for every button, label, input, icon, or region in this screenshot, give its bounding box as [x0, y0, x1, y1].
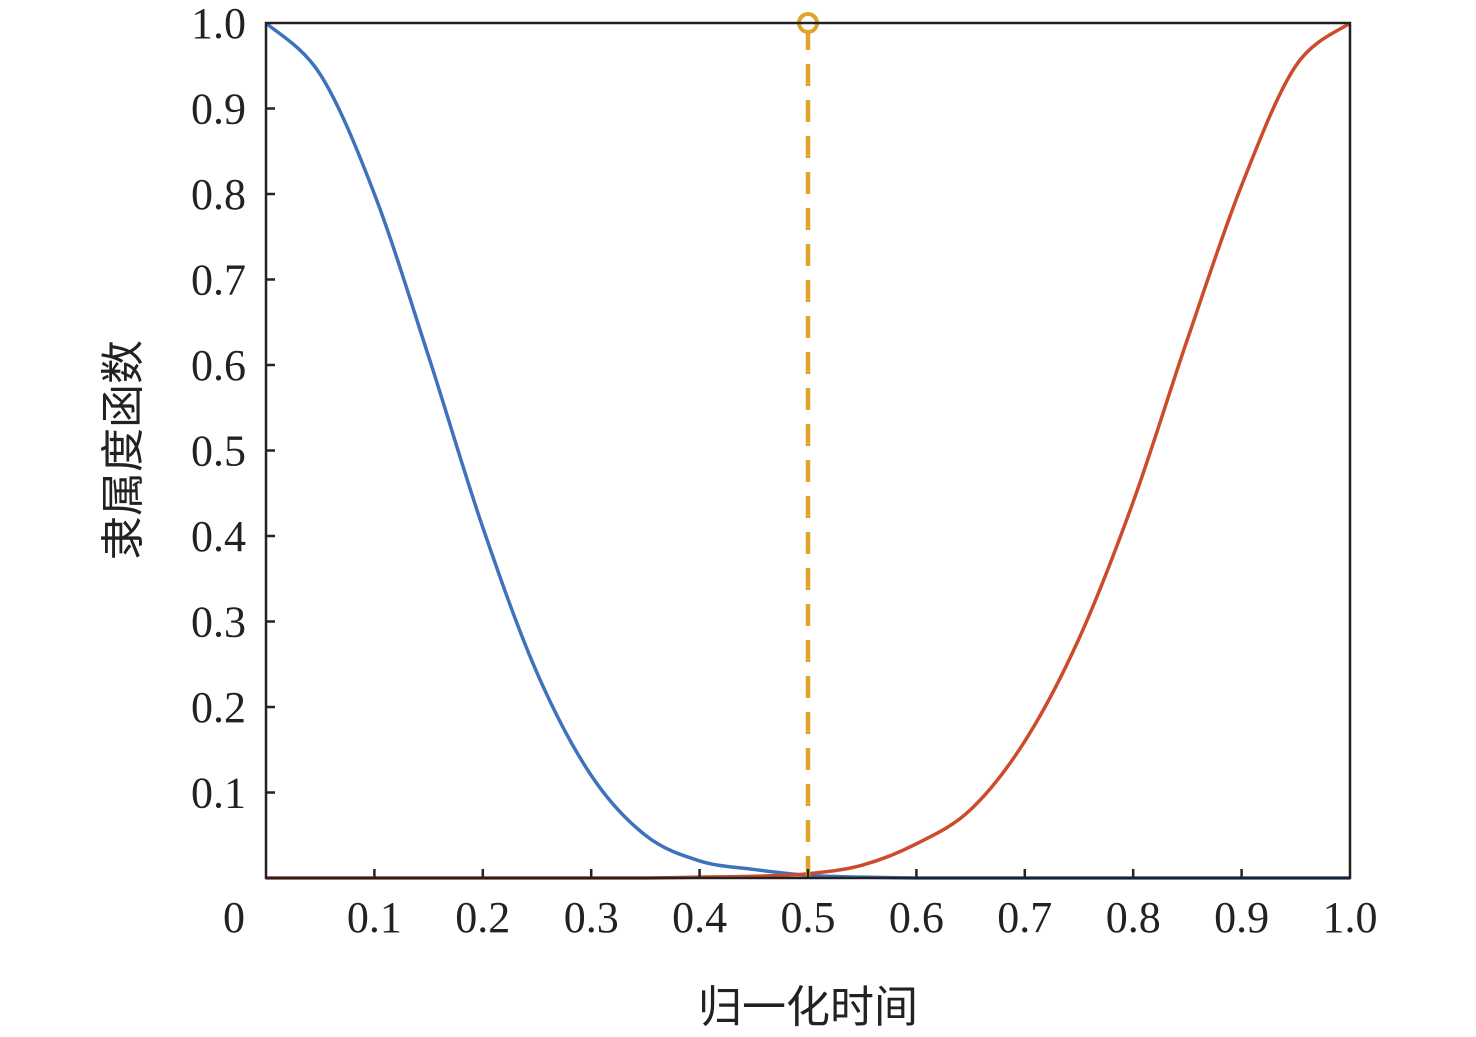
x-tick-label: 0: [223, 893, 245, 942]
marker-layer: [797, 12, 819, 878]
y-tick-label: 1.0: [191, 0, 246, 48]
y-tick-label: 0.5: [191, 427, 246, 476]
y-axis-ticks: 0.1 0.2 0.3 0.4 0.5 0.6 0.7 0.8 0.9 1.0: [191, 0, 275, 818]
x-tick-label: 0.8: [1106, 893, 1161, 942]
x-tick-label: 0.1: [347, 893, 402, 942]
x-axis-ticks: 0 0.1 0.2 0.3 0.4 0.5 0.6 0.7 0.8 0.9 1.0: [223, 869, 1378, 942]
y-tick-label: 0.4: [191, 512, 246, 561]
x-tick-label: 0.9: [1214, 893, 1269, 942]
y-tick-label: 0.3: [191, 598, 246, 647]
y-tick-label: 0.1: [191, 769, 246, 818]
x-axis-title: 归一化时间: [698, 982, 918, 1033]
x-tick-label: 0.7: [997, 893, 1052, 942]
y-tick-label: 0.7: [191, 256, 246, 305]
y-tick-label: 0.2: [191, 683, 246, 732]
x-tick-label: 0.6: [889, 893, 944, 942]
x-tick-label: 0.5: [781, 893, 836, 942]
x-tick-label: 0.3: [564, 893, 619, 942]
x-tick-label: 1.0: [1323, 893, 1378, 942]
x-tick-label: 0.2: [455, 893, 510, 942]
y-tick-label: 0.6: [191, 341, 246, 390]
y-tick-label: 0.8: [191, 170, 246, 219]
y-axis-title: 隶属度函数: [98, 340, 149, 560]
y-tick-label: 0.9: [191, 85, 246, 134]
x-tick-label: 0.4: [672, 893, 727, 942]
